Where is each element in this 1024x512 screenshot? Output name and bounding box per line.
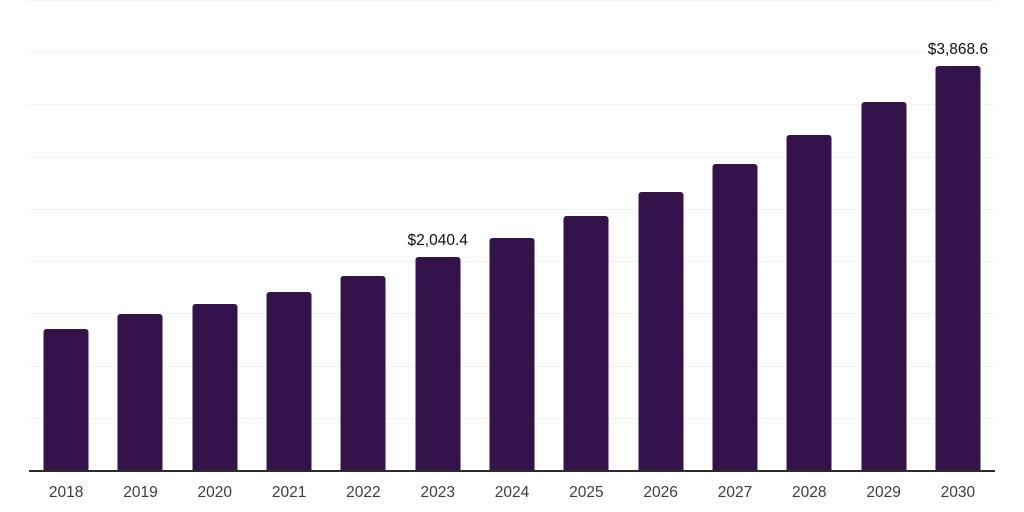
x-tick-label-2029: 2029 — [866, 484, 901, 501]
bar-slot-2019 — [103, 0, 177, 470]
bar-slot-2022 — [326, 0, 400, 470]
x-axis-line — [29, 470, 995, 472]
bar-slot-2027 — [698, 0, 772, 470]
x-tick-label-2027: 2027 — [717, 484, 753, 501]
bar-slot-2026 — [624, 0, 698, 470]
bar-2030 — [935, 65, 981, 470]
gridline — [29, 104, 995, 106]
gridline — [29, 156, 995, 158]
bar-slot-2023: $2,040.4 — [401, 0, 475, 470]
bar-2027 — [712, 163, 758, 470]
bar-slot-2030: $3,868.6 — [921, 0, 995, 470]
bar-2022 — [340, 276, 386, 470]
bar-2024 — [489, 237, 535, 470]
bar-slot-2028 — [772, 0, 846, 470]
x-tick-label-2019: 2019 — [123, 484, 158, 501]
bar-slot-2020 — [178, 0, 252, 470]
x-tick-label-2021: 2021 — [271, 484, 307, 501]
bar-2026 — [638, 191, 684, 470]
plot-area: $2,040.4 $3,868.6 — [29, 0, 995, 472]
bar-2023 — [415, 256, 461, 470]
x-tick-label-2022: 2022 — [346, 484, 381, 501]
bar-slot-2029 — [846, 0, 920, 470]
bar-slot-2025 — [549, 0, 623, 470]
bar-2025 — [563, 216, 609, 470]
bar-2018 — [43, 328, 89, 470]
gridline — [29, 208, 995, 210]
x-tick-label-2018: 2018 — [48, 484, 84, 501]
bar-2019 — [117, 314, 163, 470]
x-tick-label-2025: 2025 — [569, 484, 604, 501]
bar-slot-2018 — [29, 0, 103, 470]
bar-slot-2024 — [475, 0, 549, 470]
bar-value-label-2030: $3,868.6 — [927, 41, 989, 59]
bar-slot-2021 — [252, 0, 326, 470]
gridline — [29, 0, 995, 1]
bars-row: $2,040.4 $3,868.6 — [29, 0, 995, 470]
x-tick-label-2030: 2030 — [940, 484, 976, 501]
x-tick-label-2026: 2026 — [643, 484, 678, 501]
bar-2029 — [861, 102, 907, 470]
x-tick-label-2028: 2028 — [792, 484, 827, 501]
gridline — [29, 52, 995, 54]
bar-2021 — [266, 291, 312, 470]
x-tick-label-2024: 2024 — [494, 484, 530, 501]
x-axis-labels: 2018 2019 2020 2021 2022 2023 2024 2025 2026 2027… — [29, 470, 995, 502]
bar-2020 — [192, 303, 238, 470]
bar-value-label-2023: $2,040.4 — [407, 232, 468, 250]
x-tick-label-2023: 2023 — [420, 484, 455, 501]
bar-2028 — [786, 135, 832, 470]
x-tick-label-2020: 2020 — [197, 484, 233, 501]
